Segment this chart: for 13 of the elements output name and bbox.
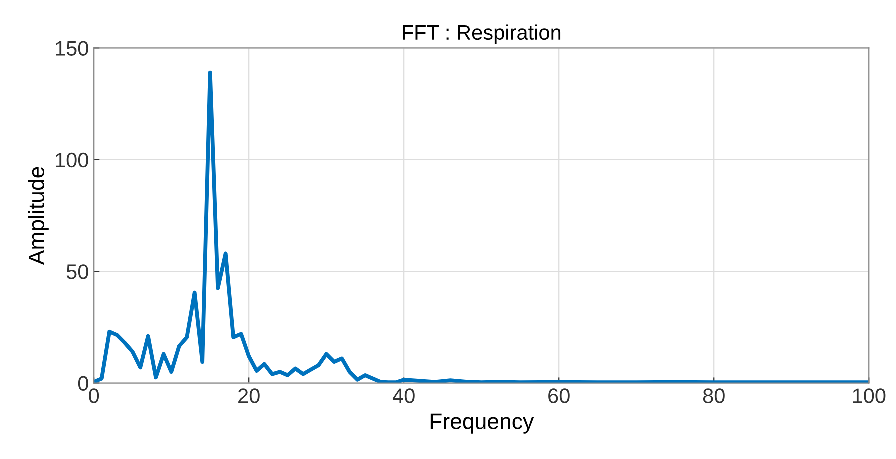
x-tick-label: 40 xyxy=(392,388,415,404)
x-tick-label: 100 xyxy=(853,388,886,404)
y-axis-title: Amplitude xyxy=(28,167,49,266)
y-tick-label: 50 xyxy=(66,264,88,280)
chart-title: FFT : Respiration xyxy=(403,24,561,44)
x-axis-title: Frequency xyxy=(430,414,534,434)
y-tick-label: 0 xyxy=(78,376,88,392)
x-tick-label: 80 xyxy=(703,388,725,404)
x-tick-label: 60 xyxy=(548,388,570,404)
x-tick-label: 0 xyxy=(89,388,100,404)
x-tick-label: 20 xyxy=(238,388,260,404)
y-tick-label: 100 xyxy=(56,152,88,168)
y-tick-label: 150 xyxy=(56,41,88,56)
